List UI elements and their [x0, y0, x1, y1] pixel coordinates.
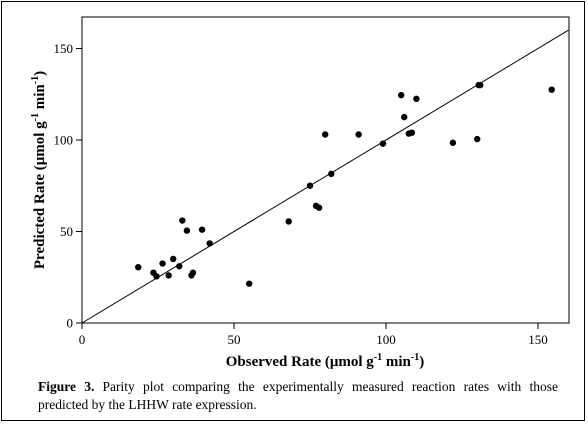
data-point: [401, 113, 408, 121]
y-tick-label: 50: [60, 224, 73, 239]
data-point: [165, 272, 172, 279]
y-tick-label: 150: [54, 41, 74, 56]
data-point: [189, 269, 197, 276]
x-tick-label: 0: [79, 332, 86, 347]
data-point: [176, 263, 183, 270]
data-point: [328, 170, 335, 178]
caption-label: Figure 3.: [38, 379, 95, 394]
data-point: [398, 91, 405, 99]
x-axis-ticks: 0 50 100 150: [79, 323, 548, 347]
data-point: [306, 182, 314, 189]
y-axis-ticks: 0 50 100 150: [54, 41, 82, 331]
x-tick-label: 50: [228, 332, 241, 347]
data-point: [355, 131, 362, 138]
data-point: [315, 204, 323, 211]
data-point: [206, 240, 213, 247]
data-point: [449, 139, 457, 146]
data-point: [159, 260, 166, 267]
data-point: [198, 226, 206, 233]
data-point: [548, 86, 555, 93]
data-point: [285, 218, 292, 225]
data-point: [135, 263, 142, 271]
data-point: [246, 280, 253, 287]
data-point: [474, 135, 481, 143]
data-point: [179, 217, 186, 224]
data-point: [379, 140, 387, 147]
data-point: [408, 129, 416, 136]
data-point: [477, 81, 484, 89]
y-tick-label: 100: [54, 133, 74, 148]
parity-line: [81, 29, 569, 324]
x-tick-label: 100: [376, 332, 396, 347]
scatter-points: [135, 81, 555, 287]
data-point: [322, 131, 329, 138]
plot-area-border: [81, 16, 570, 324]
caption-text: Parity plot comparing the experimentally…: [38, 379, 558, 412]
data-point: [183, 227, 191, 234]
y-tick-label: 0: [67, 316, 74, 331]
y-axis-title: Predicted Rate (μmol g-1 min-1): [30, 71, 48, 269]
data-point: [170, 255, 177, 263]
x-axis-title: Observed Rate (μmol g-1 min-1): [226, 352, 425, 370]
figure-caption: Figure 3. Parity plot comparing the expe…: [38, 378, 558, 414]
x-tick-label: 150: [528, 332, 548, 347]
parity-plot: 0 50 100 150 0 50 100 150 Observed Rate (μmol …: [30, 16, 570, 370]
data-point: [153, 273, 160, 280]
data-point: [413, 95, 420, 103]
